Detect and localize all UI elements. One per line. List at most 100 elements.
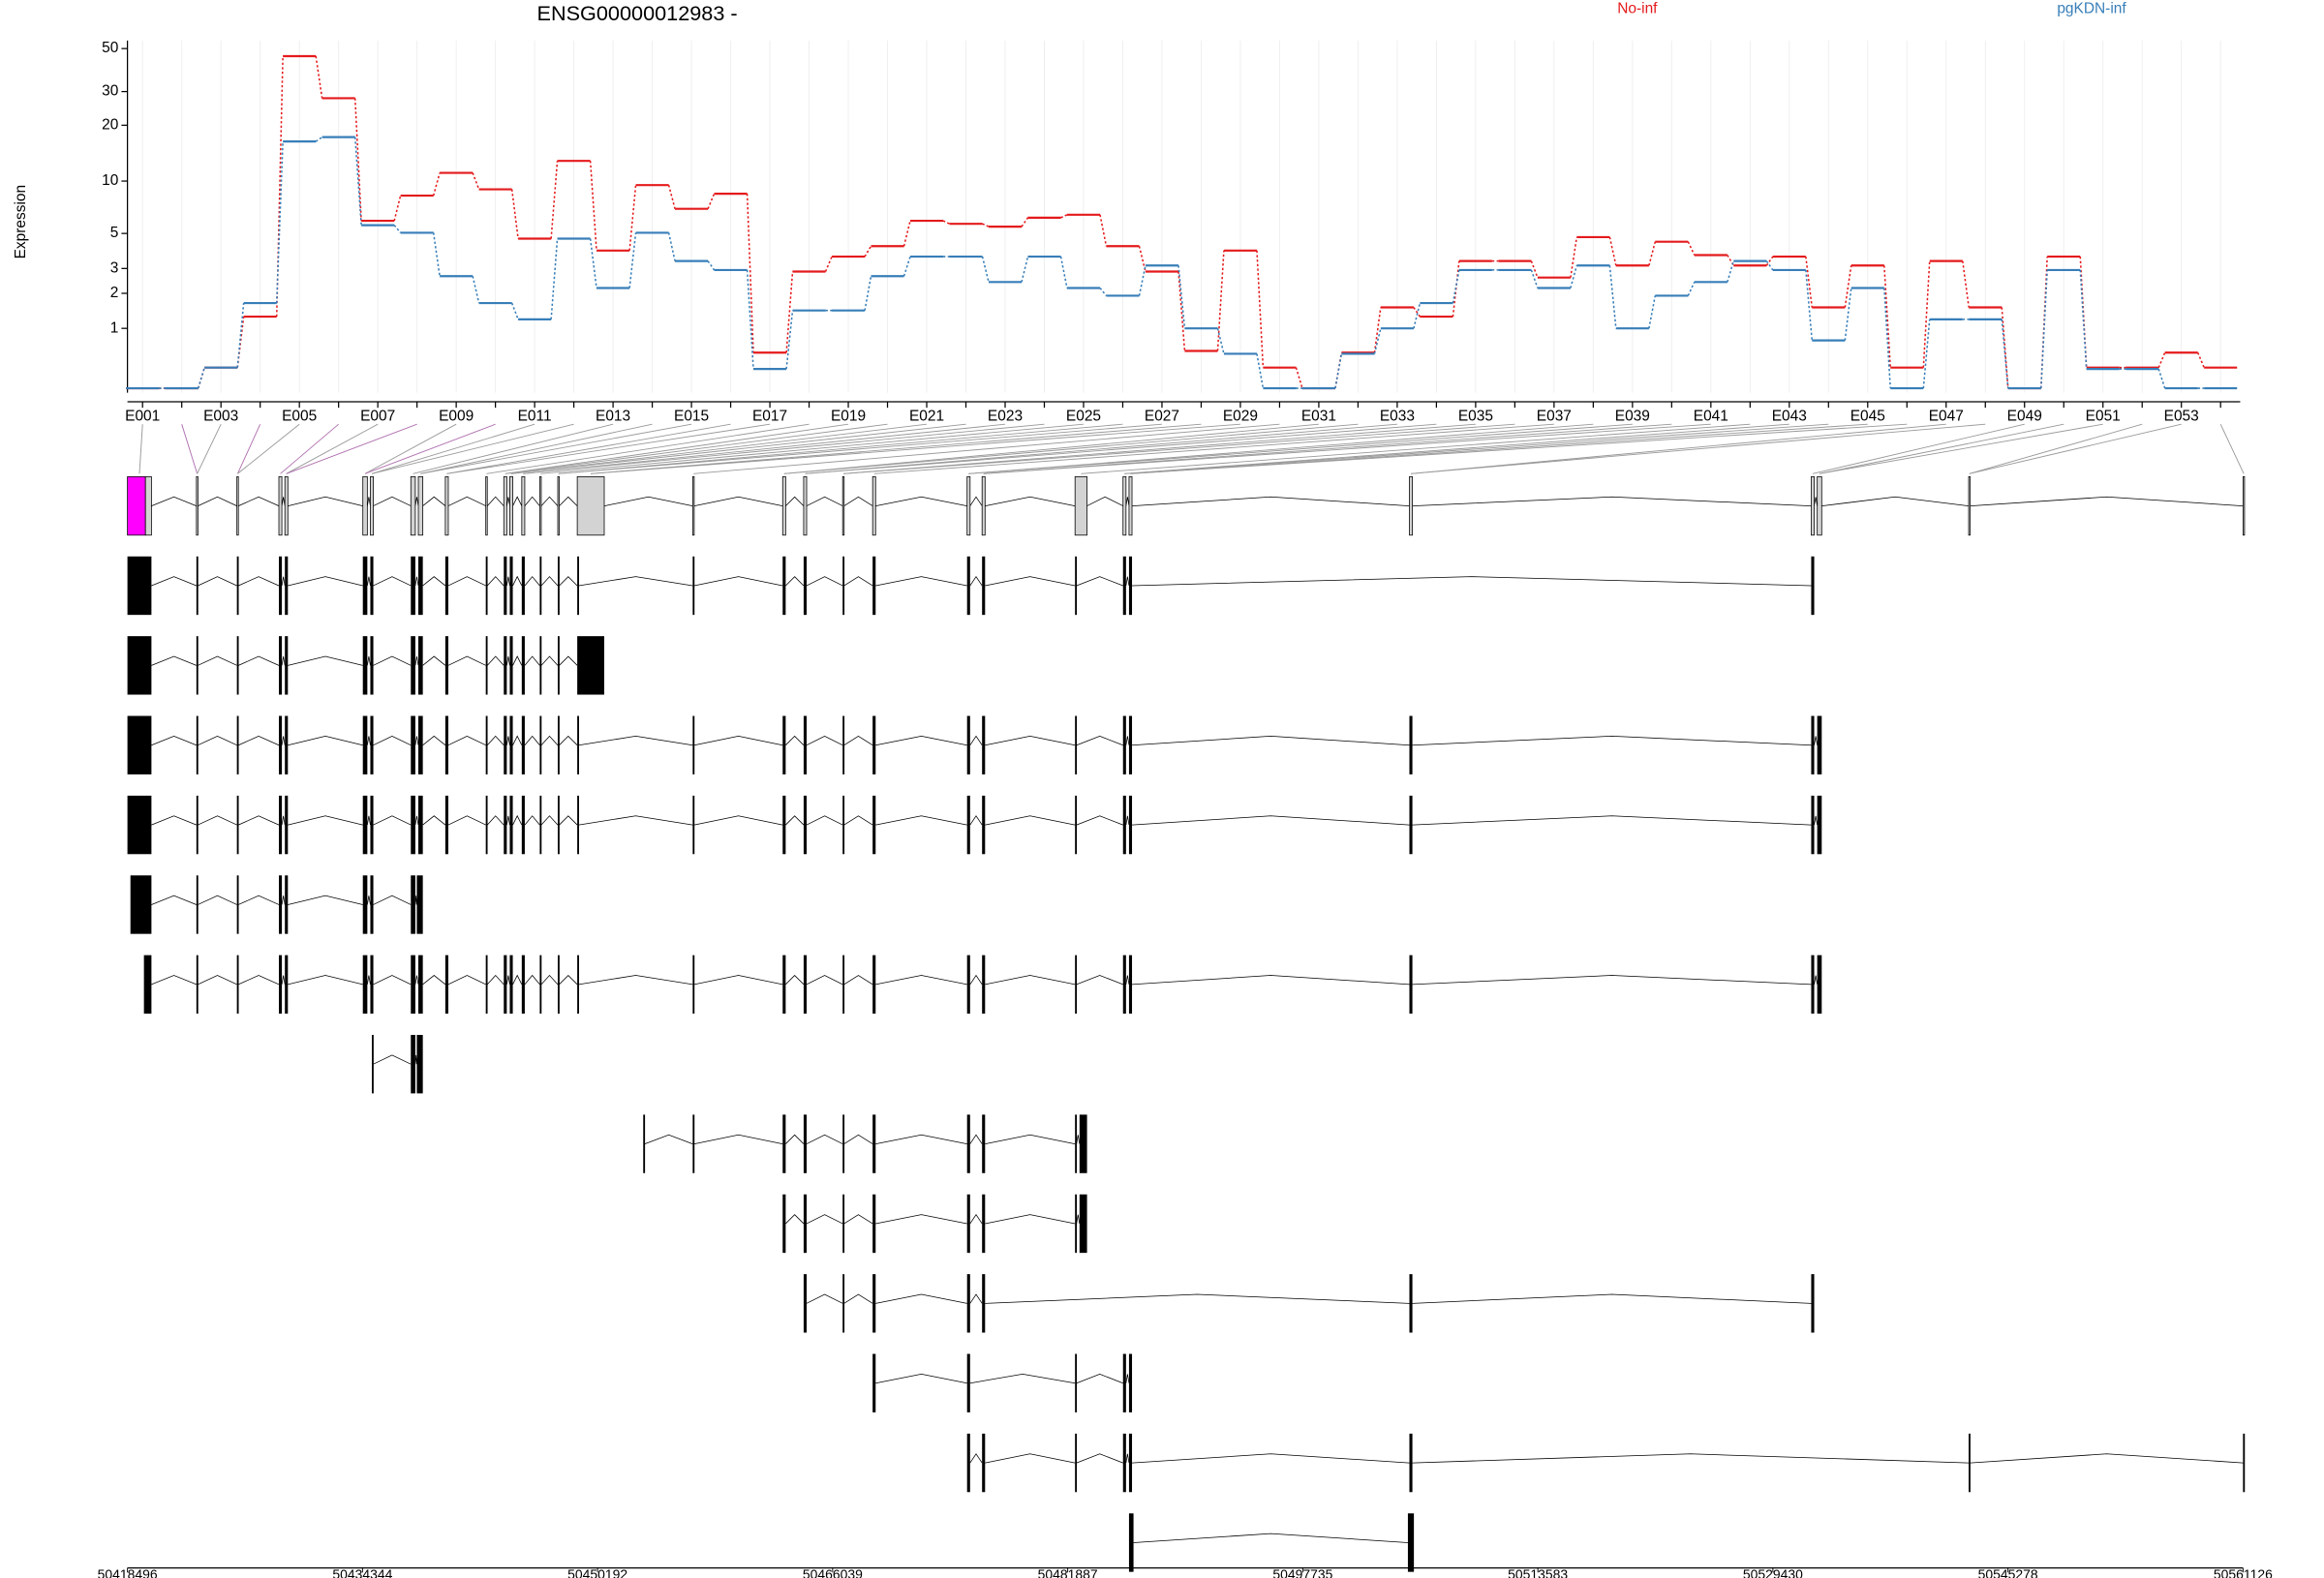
intron xyxy=(1132,736,1410,746)
exon xyxy=(966,1114,970,1173)
exon-connector xyxy=(286,423,379,474)
intron xyxy=(198,735,237,746)
exon xyxy=(444,636,448,695)
exon-connector xyxy=(540,423,1085,474)
exon xyxy=(1075,795,1078,855)
exon xyxy=(1075,955,1078,1015)
exon-connector xyxy=(237,423,300,474)
exon xyxy=(485,636,488,695)
exon xyxy=(444,715,448,774)
intron xyxy=(422,576,446,587)
intron xyxy=(366,895,371,905)
step-connector xyxy=(1060,214,1068,219)
exon xyxy=(362,875,368,934)
step-connector xyxy=(432,172,441,197)
intron xyxy=(540,496,559,506)
intron xyxy=(447,496,486,506)
exon xyxy=(982,795,986,855)
intron xyxy=(447,975,486,986)
exon xyxy=(509,795,513,855)
intron xyxy=(969,974,983,986)
genome-tick-label: 50466039 xyxy=(803,1566,863,1578)
intron xyxy=(806,815,843,826)
intron xyxy=(288,655,363,666)
exon xyxy=(509,715,513,774)
intron xyxy=(447,655,486,666)
step-connector xyxy=(1452,269,1460,304)
exon xyxy=(1817,715,1822,774)
step-connector xyxy=(1256,250,1265,368)
exon-connector xyxy=(446,423,731,474)
genome-tick-label: 50513583 xyxy=(1508,1566,1568,1578)
exon xyxy=(444,955,448,1015)
intron xyxy=(486,974,505,986)
exon-connector xyxy=(364,423,496,474)
exon-connector xyxy=(371,423,535,474)
intron xyxy=(843,975,873,986)
exon xyxy=(577,795,579,855)
intron xyxy=(1076,576,1123,587)
intron xyxy=(505,815,510,826)
exon xyxy=(370,556,374,616)
intron xyxy=(693,815,783,826)
exon xyxy=(418,955,423,1015)
intron xyxy=(373,895,412,905)
exon xyxy=(127,476,146,536)
exon-connector xyxy=(2219,424,2245,474)
intron xyxy=(281,736,286,745)
exon xyxy=(1122,1433,1126,1493)
intron xyxy=(1814,736,1819,745)
exon xyxy=(418,795,423,855)
step-connector xyxy=(510,302,519,320)
exon xyxy=(370,715,374,774)
exon xyxy=(558,556,560,616)
step-connector xyxy=(1844,288,1852,341)
step-connector xyxy=(1687,241,1696,256)
intron xyxy=(1821,496,1970,506)
exon xyxy=(236,715,239,774)
intron xyxy=(366,497,371,506)
exon xyxy=(278,476,283,536)
exon-connector xyxy=(591,423,1240,474)
intron xyxy=(540,655,559,666)
x-tick-label: E033 xyxy=(1380,409,1415,425)
intron xyxy=(578,975,693,986)
exon xyxy=(982,556,986,616)
step-connector xyxy=(1962,260,1970,308)
intron xyxy=(785,1214,805,1225)
exon xyxy=(1817,795,1822,855)
exon xyxy=(982,1194,986,1254)
exon xyxy=(842,556,845,616)
step-connector xyxy=(353,137,362,226)
intron xyxy=(414,497,419,506)
step-connector xyxy=(353,98,362,222)
intron xyxy=(281,655,286,666)
exon xyxy=(842,795,845,855)
exon xyxy=(196,715,199,774)
exon xyxy=(418,636,423,695)
intron xyxy=(281,975,286,985)
step-connector xyxy=(315,136,323,142)
step-connector xyxy=(864,245,872,258)
intron xyxy=(512,575,523,587)
intron xyxy=(540,815,559,826)
exon xyxy=(692,556,695,616)
exon xyxy=(521,476,526,536)
exon xyxy=(444,476,449,536)
genome-tick-label: 50450192 xyxy=(567,1566,627,1578)
exon xyxy=(966,1194,970,1254)
genome-tick-label: 50561126 xyxy=(2214,1566,2273,1578)
y-tick-label: 2 xyxy=(110,285,119,301)
x-tick-label: E031 xyxy=(1301,409,1336,425)
intron xyxy=(1076,736,1123,746)
intron xyxy=(238,815,280,826)
exon-connector xyxy=(1812,423,2025,474)
exon xyxy=(539,795,542,855)
x-tick-label: E047 xyxy=(1929,409,1964,425)
exon xyxy=(411,955,415,1015)
exon-connector xyxy=(1130,423,1908,474)
exon xyxy=(782,1194,786,1254)
exon-connector xyxy=(138,424,143,474)
intron xyxy=(505,497,510,506)
intron xyxy=(1970,496,2244,506)
